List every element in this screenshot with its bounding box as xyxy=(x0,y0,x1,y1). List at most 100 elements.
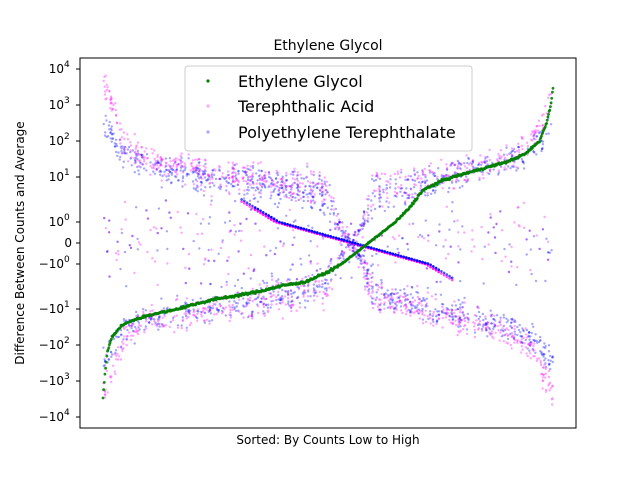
terephthalic-acid-point xyxy=(398,300,401,303)
polyethylene-terephthalate-point xyxy=(411,304,415,307)
terephthalic-acid-point xyxy=(237,250,240,253)
polyethylene-terephthalate-point xyxy=(513,150,517,154)
terephthalic-acid-point xyxy=(539,361,542,365)
polyethylene-terephthalate-point xyxy=(321,235,325,238)
terephthalic-acid-point xyxy=(323,198,326,201)
polyethylene-terephthalate-point xyxy=(128,244,131,247)
polyethylene-terephthalate-point xyxy=(503,158,506,161)
polyethylene-terephthalate-point xyxy=(105,135,108,139)
terephthalic-acid-point xyxy=(162,325,165,328)
polyethylene-terephthalate-point xyxy=(410,286,414,289)
terephthalic-acid-point xyxy=(366,204,370,207)
polyethylene-terephthalate-point xyxy=(425,267,429,270)
terephthalic-acid-point xyxy=(138,153,141,156)
polyethylene-terephthalate-point xyxy=(312,173,315,177)
terephthalic-acid-point xyxy=(404,200,407,203)
polyethylene-terephthalate-point xyxy=(316,186,319,189)
polyethylene-terephthalate-point xyxy=(355,255,358,258)
terephthalic-acid-point xyxy=(127,331,131,334)
terephthalic-acid-point xyxy=(154,159,157,163)
polyethylene-terephthalate-point xyxy=(344,235,347,239)
terephthalic-acid-point xyxy=(479,154,482,157)
terephthalic-acid-point xyxy=(401,295,405,299)
terephthalic-acid-point xyxy=(242,179,245,183)
polyethylene-terephthalate-point xyxy=(537,340,541,344)
polyethylene-terephthalate-point xyxy=(535,135,538,138)
terephthalic-acid-point xyxy=(218,166,221,169)
polyethylene-terephthalate-point xyxy=(174,161,177,164)
polyethylene-terephthalate-point xyxy=(370,209,373,212)
polyethylene-terephthalate-point xyxy=(448,228,451,231)
polyethylene-terephthalate-point xyxy=(114,145,117,148)
terephthalic-acid-point xyxy=(458,321,462,324)
terephthalic-acid-point xyxy=(339,241,342,245)
polyethylene-terephthalate-point xyxy=(458,162,461,165)
polyethylene-terephthalate-point xyxy=(363,249,366,252)
polyethylene-terephthalate-point xyxy=(399,190,402,193)
polyethylene-terephthalate-point xyxy=(509,332,512,336)
polyethylene-terephthalate-point xyxy=(433,191,437,194)
terephthalic-acid-point xyxy=(154,227,158,230)
polyethylene-terephthalate-point xyxy=(535,135,539,138)
polyethylene-terephthalate-point xyxy=(532,150,535,153)
terephthalic-acid-point xyxy=(537,119,541,122)
polyethylene-terephthalate-point xyxy=(236,183,239,187)
terephthalic-acid-point xyxy=(363,272,366,275)
terephthalic-acid-point xyxy=(268,173,271,176)
terephthalic-acid-point xyxy=(510,347,513,350)
polyethylene-terephthalate-point xyxy=(249,277,252,280)
terephthalic-acid-point xyxy=(458,311,462,314)
terephthalic-acid-point xyxy=(533,355,536,358)
polyethylene-terephthalate-point xyxy=(458,316,462,319)
polyethylene-terephthalate-point xyxy=(378,197,381,200)
terephthalic-acid-point xyxy=(513,161,516,164)
polyethylene-terephthalate-point xyxy=(493,324,497,327)
terephthalic-acid-point xyxy=(540,373,543,376)
terephthalic-acid-point xyxy=(247,314,251,317)
polyethylene-terephthalate-point xyxy=(228,219,232,223)
terephthalic-acid-point xyxy=(309,262,312,265)
terephthalic-acid-point xyxy=(498,154,501,158)
polyethylene-terephthalate-point xyxy=(195,187,198,190)
polyethylene-terephthalate-point xyxy=(506,337,510,341)
terephthalic-acid-point xyxy=(104,74,107,77)
polyethylene-terephthalate-point xyxy=(453,220,456,223)
polyethylene-terephthalate-point xyxy=(413,173,417,177)
polyethylene-terephthalate-point xyxy=(325,289,328,292)
terephthalic-acid-point xyxy=(272,182,276,186)
terephthalic-acid-point xyxy=(332,197,335,200)
terephthalic-acid-point xyxy=(282,188,285,192)
terephthalic-acid-point xyxy=(173,331,176,334)
polyethylene-terephthalate-point xyxy=(172,168,175,172)
terephthalic-acid-point xyxy=(139,243,142,246)
polyethylene-terephthalate-point xyxy=(371,302,375,305)
terephthalic-acid-point xyxy=(465,179,468,182)
terephthalic-acid-point xyxy=(532,349,535,352)
terephthalic-acid-point xyxy=(471,229,474,232)
terephthalic-acid-point xyxy=(288,196,291,200)
terephthalic-acid-point xyxy=(384,188,387,191)
terephthalic-acid-point xyxy=(494,331,497,334)
terephthalic-acid-point xyxy=(323,176,326,179)
polyethylene-terephthalate-point xyxy=(218,169,221,172)
polyethylene-terephthalate-point xyxy=(490,315,493,318)
terephthalic-acid-point xyxy=(421,311,424,314)
terephthalic-acid-point xyxy=(493,236,497,239)
polyethylene-terephthalate-point xyxy=(281,180,284,183)
terephthalic-acid-point xyxy=(413,183,416,186)
terephthalic-acid-point xyxy=(336,257,339,260)
polyethylene-terephthalate-point xyxy=(108,275,111,278)
polyethylene-terephthalate-point xyxy=(352,250,355,253)
polyethylene-terephthalate-point xyxy=(538,247,541,251)
terephthalic-acid-point xyxy=(535,125,538,128)
polyethylene-terephthalate-point xyxy=(431,189,435,192)
polyethylene-terephthalate-point xyxy=(112,132,115,135)
polyethylene-terephthalate-point xyxy=(457,325,460,329)
polyethylene-terephthalate-point xyxy=(307,254,311,257)
polyethylene-terephthalate-point xyxy=(169,320,172,324)
terephthalic-acid-point xyxy=(137,164,141,168)
terephthalic-acid-point xyxy=(311,191,314,194)
terephthalic-acid-point xyxy=(251,287,254,290)
polyethylene-terephthalate-point xyxy=(247,189,251,192)
ethylene-glycol-point xyxy=(104,366,107,370)
